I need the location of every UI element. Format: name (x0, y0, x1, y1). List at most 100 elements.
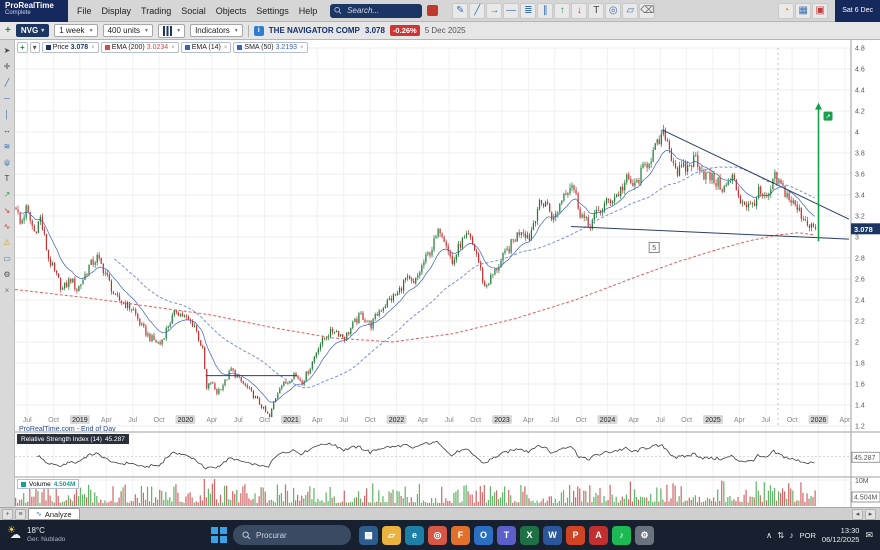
network-icon[interactable]: ⇅ (777, 529, 785, 540)
menu-settings[interactable]: Settings (256, 5, 289, 16)
notifications-icon[interactable]: ✉ (865, 529, 873, 540)
chrome-browser-icon[interactable]: ◎ (428, 525, 447, 545)
menu-objects[interactable]: Objects (215, 5, 247, 16)
remove-ema-14-button[interactable]: × (223, 44, 228, 51)
taskbar-search[interactable]: Procurar (233, 525, 351, 545)
eraser-tool-icon[interactable]: ⌫ (639, 2, 656, 19)
menu-trading[interactable]: Trading (141, 5, 172, 16)
rsi-title: Relative Strength Index (14) (21, 435, 102, 443)
language-indicator[interactable]: POR (799, 530, 816, 540)
add-indicator-button[interactable]: + (17, 42, 28, 53)
short-position-icon[interactable]: ↘ (3, 205, 11, 215)
chart-type-select[interactable]: ▾ (158, 23, 186, 38)
sell-arrow-tool-icon[interactable]: ↓ (571, 2, 588, 19)
line-tool-icon[interactable]: ╱ (4, 77, 10, 87)
instrument-info-icon[interactable]: i (253, 25, 264, 36)
legend-menu-button[interactable]: ▾ (29, 42, 40, 53)
ema-14-label: EMA (14) (191, 44, 221, 51)
word-icon[interactable]: W (543, 525, 562, 545)
views-list-icon[interactable]: ≡ (15, 508, 26, 520)
price-chart-canvas[interactable]: 1.2 1.4 1.6 1.8 2 2.2 2.4 2.6 2.8 3 3.2 3.4 3.6 3.8 4 4… (15, 40, 880, 507)
svg-text:Jul: Jul (656, 417, 665, 424)
firefox-browser-icon[interactable]: F (451, 525, 470, 545)
snapshot-icon[interactable]: ▣ (812, 2, 829, 19)
tab-analyze[interactable]: ∿ Analyze (28, 508, 80, 520)
settings-app-icon[interactable]: ⚙ (635, 525, 654, 545)
start-button[interactable] (210, 526, 228, 544)
weather-widget[interactable]: ☀ ☁ 18°C Ger. Nublado (0, 525, 150, 543)
fibonacci-tool-icon[interactable]: ≣ (520, 2, 537, 19)
search-box[interactable] (330, 3, 423, 18)
remove-sma-50-button[interactable]: × (300, 44, 304, 51)
teams-icon[interactable]: T (497, 525, 516, 545)
scroll-left-icon[interactable]: ◂ (852, 508, 863, 520)
timeframe-select[interactable]: 1 week ▾ (54, 24, 98, 37)
svg-text:3.8: 3.8 (855, 151, 865, 158)
menu-file[interactable]: File (77, 5, 92, 16)
measure-tool-icon[interactable]: ↔ (3, 125, 11, 135)
chevron-down-icon: ▾ (177, 28, 181, 34)
text-tool-icon[interactable]: T (588, 2, 605, 19)
sound-icon[interactable]: ♪ (789, 529, 794, 540)
pitchfork-icon[interactable]: ψ (4, 157, 10, 167)
widgets-icon[interactable]: ▦ (359, 525, 378, 545)
legend-sma-50[interactable]: SMA (50) 3.2193 × (233, 42, 308, 53)
menu-social[interactable]: Social (181, 5, 206, 16)
symbol-selector[interactable]: NVG ▾ (15, 24, 50, 37)
delete-tool-icon[interactable]: × (4, 285, 10, 295)
ema-200-color-swatch (104, 45, 110, 50)
svg-text:10M: 10M (855, 478, 869, 485)
menu-display[interactable]: Display (101, 5, 132, 16)
text-note-icon[interactable]: T (4, 173, 10, 183)
ray-tool-icon[interactable]: → (486, 2, 503, 19)
svg-text:Oct: Oct (787, 417, 798, 424)
ema-200-value: 3.0234 (146, 44, 169, 51)
rsi-legend[interactable]: Relative Strength Index (14) 45.287 (17, 434, 129, 444)
search-input[interactable] (345, 5, 419, 16)
remove-price-button[interactable]: × (91, 44, 95, 51)
crosshair-tool-icon[interactable]: ✛ (3, 61, 11, 71)
rectangle-icon[interactable]: ▭ (3, 253, 11, 263)
buy-arrow-tool-icon[interactable]: ↑ (554, 2, 571, 19)
horizontal-line-tool-icon[interactable]: ― (503, 2, 520, 19)
powerpoint-icon[interactable]: P (566, 525, 585, 545)
windows-taskbar: ☀ ☁ 18°C Ger. Nublado Procurar ▦ ▱ e ◎ F O T X W P… (0, 520, 880, 550)
file-explorer-icon[interactable]: ▱ (382, 525, 401, 545)
channel-tool-icon[interactable]: ∥ (537, 2, 554, 19)
vertical-line-icon[interactable]: │ (4, 109, 10, 119)
alert-icon[interactable]: ⚠ (3, 237, 11, 247)
pencil-tool-icon[interactable]: ✎ (452, 2, 469, 19)
units-select[interactable]: 400 units ▾ (102, 24, 154, 37)
taskbar-clock[interactable]: 13:30 06/12/2025 (822, 526, 860, 544)
zoom-tool-icon[interactable]: ◎ (605, 2, 622, 19)
add-view-icon[interactable]: + (2, 508, 13, 520)
menu-help[interactable]: Help (298, 5, 318, 16)
zigzag-icon[interactable]: ∿ (3, 221, 11, 231)
outlook-icon[interactable]: O (474, 525, 493, 545)
settings-gear-icon[interactable]: ⚙ (3, 269, 11, 279)
excel-icon[interactable]: X (520, 525, 539, 545)
indicators-button[interactable]: Indicators ▾ (190, 24, 243, 37)
hidden-icons-chevron[interactable]: ∧ (766, 529, 773, 540)
legend-price[interactable]: Price 3.078 × (41, 42, 99, 53)
edge-browser-icon[interactable]: e (405, 525, 424, 545)
svg-text:Apr: Apr (523, 417, 535, 424)
music-app-icon[interactable]: ♪ (612, 525, 631, 545)
long-position-icon[interactable]: ↗ (3, 189, 11, 199)
fibonacci-levels-icon[interactable]: ≋ (3, 141, 11, 151)
trendline-tool-icon[interactable]: ╱ (469, 2, 486, 19)
cursor-tool-icon[interactable]: ➤ (3, 45, 11, 55)
pdf-reader-icon[interactable]: A (589, 525, 608, 545)
taskbar-search-label: Procurar (256, 530, 287, 540)
volume-legend[interactable]: Volume 4.504M (17, 479, 80, 489)
workspaces-icon[interactable]: ▦ (795, 2, 812, 19)
scroll-right-icon[interactable]: ▸ (865, 508, 876, 520)
legend-ema-14[interactable]: EMA (14) × (180, 42, 232, 53)
remove-ema-200-button[interactable]: × (171, 44, 175, 51)
live-record-icon[interactable] (427, 5, 439, 16)
add-chart-button[interactable]: + (5, 25, 11, 36)
rectangle-tool-icon[interactable]: ▱ (622, 2, 639, 19)
alerts-bell-icon[interactable]: ◔ (778, 2, 795, 19)
horizontal-line-icon[interactable]: ─ (4, 93, 10, 103)
legend-ema-200[interactable]: EMA (200) 3.0234 × (100, 42, 179, 53)
